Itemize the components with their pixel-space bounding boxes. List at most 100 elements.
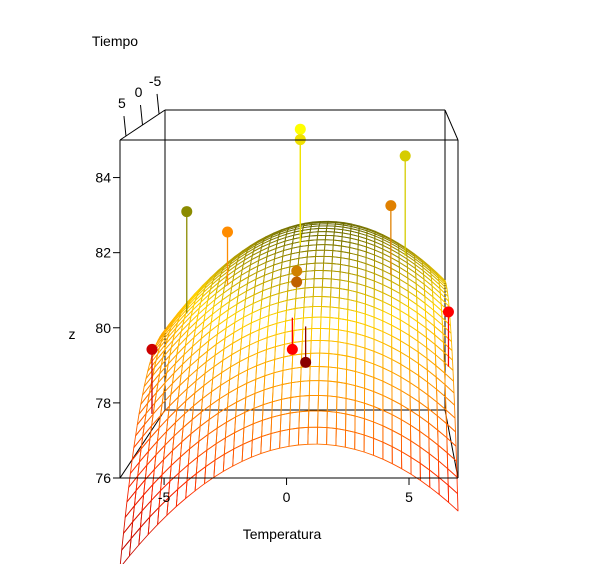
- surface-cell: [269, 430, 281, 452]
- box-back-edges: [119, 109, 459, 479]
- surface-cell: [329, 306, 340, 319]
- surface-cell: [281, 382, 292, 400]
- surface-cell: [426, 358, 437, 378]
- surface-cell: [321, 286, 332, 298]
- surface-cell: [233, 427, 245, 450]
- surface-cell: [307, 426, 319, 445]
- data-point: [442, 306, 454, 318]
- surface-cell: [329, 317, 340, 331]
- data-point: [291, 265, 303, 277]
- surface-cell: [337, 354, 348, 370]
- surface-cell: [302, 316, 313, 330]
- surface-cell: [390, 262, 400, 274]
- surface-cell: [425, 337, 436, 356]
- surface-cell: [311, 316, 322, 330]
- surface-cell: [433, 317, 444, 334]
- surface-cell: [382, 380, 393, 401]
- surface-cell: [241, 439, 253, 462]
- surface-cell: [266, 322, 278, 339]
- surface-cell: [363, 434, 375, 456]
- surface-cell: [336, 381, 347, 399]
- surface-cell: [307, 410, 319, 428]
- surface-cell: [424, 295, 435, 311]
- surface-cell: [336, 396, 347, 415]
- surface-cell: [433, 325, 444, 343]
- surface-cell: [408, 315, 419, 332]
- surface-cell: [314, 255, 325, 264]
- surface-cell: [270, 414, 282, 435]
- surface-cell: [416, 304, 427, 320]
- surface-cell: [319, 339, 330, 354]
- surface-cell: [323, 249, 334, 258]
- data-point: [286, 343, 298, 355]
- surface-cell: [309, 352, 321, 368]
- surface-cell: [373, 376, 384, 396]
- surface-cell: [344, 429, 356, 450]
- surface-cell: [366, 235, 376, 243]
- surface-cell: [315, 244, 326, 251]
- surface-cell: [306, 249, 317, 258]
- surface-cell: [328, 328, 339, 343]
- surface-cell: [415, 283, 426, 297]
- surface-cell: [315, 249, 325, 257]
- surface-cell: [305, 262, 316, 272]
- data-point: [291, 276, 303, 288]
- surface-cell: [253, 389, 265, 409]
- surface-cell: [433, 309, 443, 326]
- surface-cell: [399, 278, 409, 292]
- surface-cell: [294, 306, 305, 320]
- surface-cell: [419, 462, 431, 488]
- y-tick-label: -5: [149, 73, 162, 89]
- surface-cell: [415, 289, 426, 304]
- surface-cell: [330, 270, 341, 281]
- surface-cell: [310, 327, 322, 342]
- surface-cell: [316, 239, 326, 246]
- data-point: [399, 150, 411, 162]
- surface-cell: [373, 350, 384, 369]
- surface-cell: [327, 366, 338, 383]
- surface-cell: [299, 380, 311, 397]
- surface-cell: [435, 354, 446, 374]
- z-tick-label: 80: [95, 320, 111, 336]
- surface-cell: [390, 274, 401, 287]
- z-tick-label: 78: [95, 395, 111, 411]
- surface-cell: [416, 321, 427, 338]
- surface-cell: [304, 286, 315, 298]
- surface-cell: [313, 270, 324, 280]
- surface-cell: [354, 415, 365, 436]
- surface-cell: [444, 384, 455, 406]
- surface-cell: [407, 271, 417, 285]
- surface-cell: [407, 298, 418, 314]
- surface-cell: [321, 278, 332, 289]
- surface-cell: [435, 376, 446, 398]
- data-point: [300, 356, 312, 368]
- surface-cell: [256, 349, 267, 367]
- surface-cell: [417, 363, 429, 383]
- surface-cell: [324, 244, 334, 252]
- surface-cell: [364, 313, 375, 329]
- surface-cell: [326, 427, 337, 447]
- surface-cell: [434, 334, 445, 353]
- surface-cell: [442, 333, 453, 351]
- surface-cell: [322, 270, 333, 280]
- surface-cell: [282, 354, 294, 371]
- surface-cell: [398, 266, 409, 279]
- surface-cell: [292, 328, 304, 343]
- surface-cell: [399, 301, 410, 317]
- x-axis-title: Temperatura: [243, 526, 322, 542]
- surface-cell: [390, 252, 400, 263]
- surface-cell: [318, 366, 329, 382]
- z-tick-label: 82: [95, 245, 111, 261]
- surface-cell: [330, 278, 341, 289]
- surface-cell: [293, 317, 304, 331]
- surface-cell: [329, 296, 340, 309]
- z-tick-label: 76: [95, 470, 111, 486]
- surface-cell: [337, 341, 348, 357]
- surface-cell: [328, 340, 339, 355]
- x-tick-label: 5: [405, 489, 413, 505]
- surface-cell: [407, 283, 418, 298]
- z-axis-title: z: [69, 326, 76, 342]
- surface-cell: [299, 395, 310, 413]
